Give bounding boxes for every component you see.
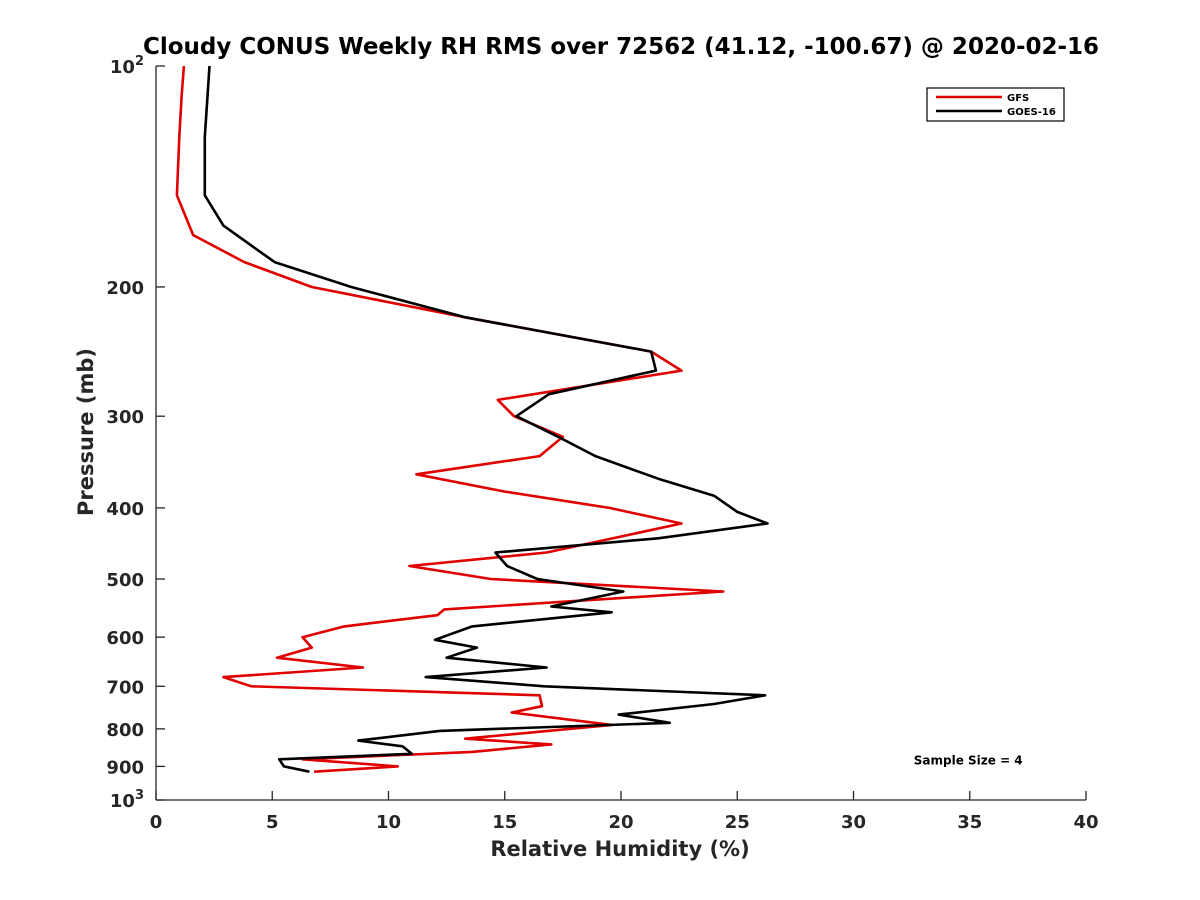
x-tick-label: 30 [841,812,866,833]
x-axis-label: Relative Humidity (%) [490,837,749,861]
y-axis-label: Pressure (mb) [74,348,98,516]
x-tick-label: 0 [150,812,163,833]
y-tick-label: 300 [106,407,144,428]
y-tick-label: 103 [110,788,144,812]
x-tick-label: 40 [1073,812,1098,833]
x-tick-label: 10 [376,812,401,833]
x-tick-label: 35 [957,812,982,833]
y-tick-label: 700 [106,677,144,698]
y-tick-label: 500 [106,570,144,591]
y-tick-label: 800 [106,720,144,741]
y-tick-label: 600 [106,628,144,649]
plot-axes: 0 5 10 15 20 25 30 35 40 102 200 300 400 500 600 700 800… [106,54,1098,833]
x-tick-label: 5 [266,812,279,833]
legend-box [926,87,1065,122]
legend-entry-label: GFS [1007,93,1029,104]
chart-title: Cloudy CONUS Weekly RH RMS over 72562 (4… [143,34,1099,60]
x-tick-label: 20 [608,812,633,833]
legend: GFS GOES-16 [926,87,1065,122]
series-line-goes-16 [203,65,769,773]
y-tick-label: 900 [106,757,144,778]
x-tick-label: 25 [725,812,750,833]
y-tick-label: 102 [110,54,144,78]
x-tick-label: 15 [492,812,517,833]
annotations: Sample Size = 4 [914,753,1023,767]
series-line-gfs [175,65,725,773]
sample-size-annotation: Sample Size = 4 [914,753,1023,767]
y-tick-label: 400 [106,499,144,520]
y-tick-label: 200 [106,278,144,299]
series-layer [175,65,769,773]
legend-entry-label: GOES-16 [1007,107,1056,118]
